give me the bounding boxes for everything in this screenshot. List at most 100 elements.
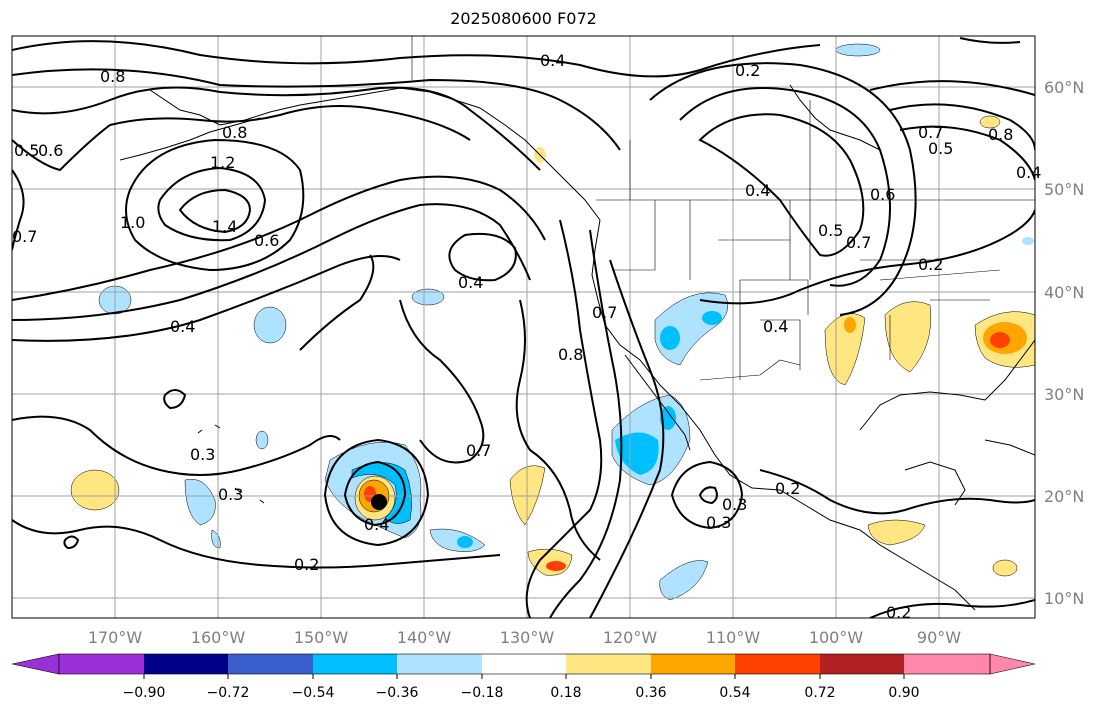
colorbar-tick-label: 0.54 <box>719 685 750 701</box>
contour-line <box>12 169 25 251</box>
shade-negative <box>184 478 216 526</box>
contour-line <box>399 299 485 464</box>
lon-label: 170°W <box>88 628 143 647</box>
contour-label: 1.2 <box>210 153 235 172</box>
shade-negative-strong <box>660 406 676 430</box>
contour-line <box>589 259 665 618</box>
shade-negative-strong <box>660 326 680 350</box>
contour-line <box>12 68 621 151</box>
contour-label: 0.6 <box>870 185 895 204</box>
contour-line <box>12 415 341 476</box>
shade-negative-strong <box>702 311 722 325</box>
contour-label: 0.5 <box>14 141 39 160</box>
contour-line <box>178 188 252 234</box>
shade-positive-strong <box>844 317 856 333</box>
contour-label: 0.8 <box>558 345 583 364</box>
colorbar-segment <box>735 654 820 674</box>
contour-label: 0.7 <box>846 233 871 252</box>
contour-line <box>323 438 430 547</box>
map-title: 2025080600 F072 <box>450 9 597 28</box>
contour-line <box>759 469 1035 515</box>
contour-line <box>649 62 917 316</box>
shade-positive-strong <box>990 332 1010 348</box>
colorbar-tick-label: 0.90 <box>888 685 919 701</box>
lat-label: 10°N <box>1044 589 1084 608</box>
colorbar-segment <box>144 654 228 674</box>
contour-line <box>699 209 1035 305</box>
contour-line <box>679 87 891 287</box>
map-frame <box>11 35 1036 619</box>
contour-label: 0.5 <box>818 221 843 240</box>
baja-peninsula <box>624 354 691 451</box>
contour-label: 0.7 <box>592 303 617 322</box>
contour-line <box>12 105 471 172</box>
lat-label: 50°N <box>1044 180 1084 199</box>
contour-line <box>670 460 744 530</box>
colorbar-tick-label: −0.72 <box>207 685 250 701</box>
contour-line <box>163 389 187 410</box>
shade-negative-strong <box>351 462 412 524</box>
shade-positive <box>992 559 1018 577</box>
contour-line <box>12 203 531 321</box>
colorbar-tick-label: 0.36 <box>635 685 666 701</box>
lon-label: 100°W <box>809 628 864 647</box>
contour-label: 0.5 <box>928 139 953 158</box>
colorbar-tick-label: 0.18 <box>550 685 581 701</box>
contour-line <box>12 519 501 569</box>
contour-line <box>12 175 546 301</box>
state-borders <box>411 36 1035 381</box>
colorbar-segment <box>313 654 397 674</box>
lon-label: 120°W <box>603 628 658 647</box>
shade-negative <box>255 430 269 450</box>
lat-label: 30°N <box>1044 385 1084 404</box>
shade-positive <box>867 519 926 546</box>
colorbar-tick-label: 0.72 <box>804 685 835 701</box>
contour-line <box>549 229 623 618</box>
contours <box>12 37 1035 618</box>
contour-line <box>698 113 865 257</box>
contour-line <box>515 299 601 561</box>
contour-line <box>889 103 1035 151</box>
lat-label: 20°N <box>1044 487 1084 506</box>
contour-label: 0.8 <box>222 123 247 142</box>
colorbar-min-extension <box>11 653 60 675</box>
colorbar-tick-label: −0.36 <box>376 685 419 701</box>
contour-label: 1.4 <box>212 217 237 236</box>
storm-center-marker <box>371 494 387 510</box>
colorbar-tick-label: −0.18 <box>461 685 504 701</box>
contour-label: 0.3 <box>722 495 747 514</box>
lon-label: 160°W <box>191 628 246 647</box>
colorbar-tick-labels: −0.90 −0.72 −0.54 −0.36 −0.18 0.18 0.36 … <box>123 685 920 701</box>
contour-label: 0.2 <box>735 61 760 80</box>
contour-line <box>525 219 603 618</box>
contour-label: 0.4 <box>763 317 788 336</box>
contour-label: 0.2 <box>918 255 943 274</box>
contour-line <box>12 40 821 78</box>
contour-label: 0.7 <box>918 123 943 142</box>
lat-label: 60°N <box>1044 78 1084 97</box>
colorbar-tick-label: −0.90 <box>123 685 166 701</box>
yucatan <box>904 461 966 506</box>
contour-line <box>869 599 1035 618</box>
contour-label: 0.8 <box>100 67 125 86</box>
lon-label: 90°W <box>917 628 961 647</box>
shade-negative <box>1022 237 1034 245</box>
colorbar-segment <box>397 654 482 674</box>
shade-negative-strong <box>615 432 659 475</box>
hudson-area <box>789 84 881 151</box>
lon-label: 130°W <box>500 628 555 647</box>
colorbar-segment <box>820 654 904 674</box>
contour-label: 0.4 <box>170 317 195 336</box>
contour-label: 1.0 <box>120 213 145 232</box>
contour-label: 0.7 <box>466 441 491 460</box>
shade-negative-strong <box>457 536 473 548</box>
contour-label: 0.6 <box>38 141 63 160</box>
shade-negative <box>411 288 445 306</box>
colorbar-max-extension <box>989 653 1036 675</box>
lon-label: 150°W <box>294 628 349 647</box>
colorbar-outline <box>58 653 991 675</box>
contour-line <box>299 254 375 351</box>
shade-negative <box>253 306 287 344</box>
shade-negative <box>659 560 709 601</box>
contour-label: 0.7 <box>12 227 37 246</box>
